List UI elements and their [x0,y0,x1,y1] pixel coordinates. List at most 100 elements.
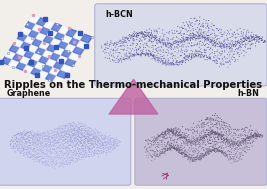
Point [47,139,51,143]
Point [186,24,191,27]
Point [136,34,141,37]
Point [247,47,251,50]
Point [70,139,75,142]
Point [41,135,45,138]
Point [151,141,156,144]
Point [183,151,187,154]
Point [243,150,248,153]
Point [158,134,162,137]
Point [230,135,234,138]
Point [244,43,248,46]
Point [148,139,152,142]
Point [84,144,88,147]
Point [101,138,105,141]
Point [249,136,253,139]
Point [225,156,230,159]
Point [147,55,151,58]
Point [233,43,237,46]
Point [48,154,52,157]
Point [172,132,176,136]
Point [62,165,66,168]
Point [33,135,37,138]
Point [26,130,30,133]
Point [126,46,130,50]
Point [166,57,170,60]
Point [157,27,161,30]
Point [73,122,77,125]
Point [258,133,262,136]
Point [178,146,183,149]
Point [163,43,168,46]
Point [125,49,129,52]
Point [195,157,199,160]
Point [117,45,121,48]
Point [144,52,149,55]
Point [215,149,220,153]
Point [84,124,88,127]
Point [83,137,88,140]
Point [180,61,184,64]
Point [126,37,130,40]
Point [197,151,201,154]
Point [107,54,112,57]
Point [194,142,198,145]
Point [112,139,116,142]
Point [178,128,183,131]
Point [216,43,221,46]
Point [231,153,236,156]
Point [76,135,80,138]
Point [36,155,41,158]
Point [132,53,137,56]
Point [200,146,205,149]
Point [256,133,260,136]
Point [244,135,248,138]
Point [198,50,202,53]
Point [12,145,16,148]
Point [217,150,221,153]
Point [195,37,199,40]
Point [150,57,154,60]
Point [64,135,68,138]
Point [62,142,67,145]
Point [203,38,208,41]
Point [134,32,138,35]
Point [76,157,80,160]
Point [231,43,236,46]
Point [104,137,108,140]
Point [129,54,133,57]
Point [44,160,48,163]
Point [127,39,131,42]
Point [188,158,193,161]
Point [223,150,228,153]
Point [211,59,215,62]
Point [235,146,239,149]
Point [203,154,207,157]
Point [180,144,184,147]
Point [164,63,168,66]
Point [192,33,196,36]
Point [212,114,217,117]
Point [178,134,183,137]
Point [95,139,99,143]
Point [97,134,101,137]
Point [134,35,139,38]
Point [206,124,210,127]
Point [149,29,154,32]
Point [171,41,175,44]
Point [254,133,258,136]
Point [184,138,189,141]
Point [156,39,160,42]
Point [148,40,152,43]
Point [160,152,164,155]
Point [181,33,185,36]
Point [34,150,38,153]
Point [191,158,195,161]
Point [80,143,85,146]
Point [201,25,206,28]
Point [132,38,137,41]
Point [160,60,165,63]
Point [237,134,241,137]
Point [179,29,183,33]
Point [104,153,108,156]
Point [95,143,99,146]
